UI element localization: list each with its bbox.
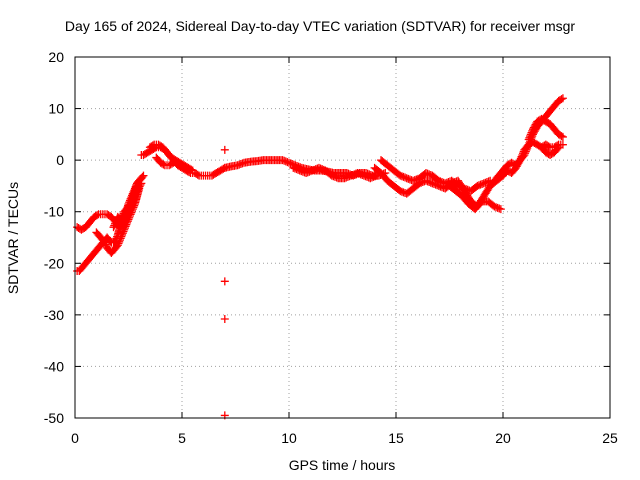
data-point: [122, 220, 131, 229]
data-markers: [73, 94, 567, 420]
data-point: [123, 218, 132, 227]
data-point: [100, 238, 109, 247]
series-track-morning-branch: [145, 140, 197, 175]
data-point: [114, 239, 123, 248]
data-point: [115, 236, 124, 245]
data-point: [168, 159, 177, 168]
data-point: [101, 240, 110, 249]
data-point: [93, 211, 102, 220]
series-track-morning-drop: [152, 153, 178, 170]
series-track-early-steep: [109, 174, 146, 232]
x-tick-label: 5: [178, 430, 186, 446]
data-point: [118, 211, 127, 220]
data-point: [558, 132, 567, 141]
data-point: [496, 205, 505, 214]
data-point: [554, 143, 563, 152]
data-point: [518, 149, 527, 158]
data-point: [148, 141, 157, 150]
data-point: [553, 144, 562, 153]
y-tick-label: 10: [48, 101, 64, 117]
x-tick-label: 25: [602, 430, 618, 446]
data-point: [118, 229, 127, 238]
x-tick-label: 20: [495, 430, 511, 446]
data-point: [128, 206, 137, 215]
data-point: [136, 175, 145, 184]
series-track-evening-dip: [537, 143, 563, 159]
series-track-evening-lower: [499, 138, 567, 180]
data-point: [525, 133, 534, 142]
data-point: [544, 142, 553, 151]
data-point: [120, 224, 129, 233]
series-track-afternoon-upper: [377, 156, 495, 196]
data-point: [220, 314, 229, 323]
data-point: [558, 140, 567, 149]
data-point: [518, 150, 527, 159]
data-point: [517, 152, 526, 161]
data-point: [125, 213, 134, 222]
plot-frame: [74, 56, 611, 419]
data-point: [137, 174, 146, 183]
data-point: [118, 212, 127, 221]
data-point: [516, 154, 525, 163]
x-tick-label: 0: [71, 430, 79, 446]
data-point: [188, 166, 197, 175]
y-tick-label: -40: [44, 358, 64, 374]
data-point: [524, 135, 533, 144]
y-tick-label: 20: [48, 49, 64, 65]
data-point: [526, 130, 535, 139]
data-point: [516, 156, 525, 165]
y-tick-label: -20: [44, 255, 64, 271]
data-point: [557, 95, 566, 104]
y-tick-label: -50: [44, 410, 64, 426]
x-axis-label: GPS time / hours: [289, 457, 396, 473]
data-point: [127, 208, 136, 217]
data-point: [123, 217, 132, 226]
data-point: [120, 225, 129, 234]
data-point: [110, 219, 119, 228]
y-axis-label: SDTVAR / TECUs: [5, 182, 21, 294]
data-point: [137, 150, 146, 159]
x-tick-label: 10: [281, 430, 297, 446]
data-point: [193, 170, 202, 179]
y-tick-label: -10: [44, 204, 64, 220]
data-point: [117, 232, 126, 241]
data-point: [115, 237, 124, 246]
grid-lines: [75, 57, 610, 418]
data-point: [126, 210, 135, 219]
series-track-evening-loop: [524, 114, 567, 144]
data-point: [124, 215, 133, 224]
series-outliers: [137, 145, 229, 420]
chart-title: Day 165 of 2024, Sidereal Day-to-day VTE…: [64, 18, 576, 34]
series-track-afternoon-lower: [445, 181, 505, 214]
data-point: [220, 145, 229, 154]
data-point: [116, 234, 125, 243]
data-point: [557, 132, 566, 141]
data-point: [110, 221, 119, 230]
data-point: [118, 230, 127, 239]
x-tick-label: 15: [388, 430, 404, 446]
data-point: [159, 160, 168, 169]
data-point: [526, 132, 535, 141]
data-point: [129, 190, 138, 199]
data-point: [125, 212, 134, 221]
data-point: [121, 222, 130, 231]
data-point: [187, 165, 196, 174]
data-point: [128, 192, 137, 201]
data-point: [169, 158, 178, 167]
data-point: [527, 128, 536, 137]
y-tick-label: 0: [56, 152, 64, 168]
data-point: [220, 277, 229, 286]
y-tick-label: -30: [44, 307, 64, 323]
data-point: [558, 94, 567, 103]
axis-ticks: 0 5 10 15 20 25 -50 -40 -30 -20 -10 0 10 20: [44, 49, 618, 446]
data-point: [109, 223, 118, 232]
data-point: [119, 227, 128, 236]
data-point: [113, 241, 122, 250]
